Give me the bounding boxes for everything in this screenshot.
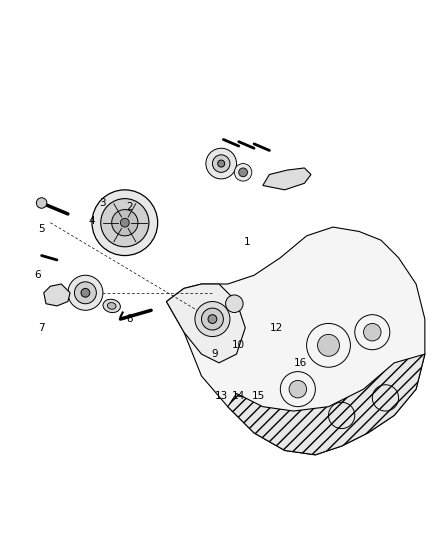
Circle shape bbox=[364, 324, 381, 341]
Circle shape bbox=[195, 302, 230, 336]
Circle shape bbox=[289, 381, 307, 398]
Circle shape bbox=[234, 164, 252, 181]
Circle shape bbox=[112, 209, 138, 236]
Circle shape bbox=[212, 155, 230, 172]
Text: 15: 15 bbox=[252, 391, 265, 401]
Polygon shape bbox=[44, 284, 70, 306]
Text: 8: 8 bbox=[126, 314, 133, 324]
Ellipse shape bbox=[107, 303, 116, 309]
Circle shape bbox=[206, 148, 237, 179]
Ellipse shape bbox=[103, 299, 120, 312]
Circle shape bbox=[120, 219, 129, 227]
Circle shape bbox=[74, 282, 96, 304]
Circle shape bbox=[81, 288, 90, 297]
Text: 13: 13 bbox=[215, 391, 228, 401]
Circle shape bbox=[208, 314, 217, 324]
Circle shape bbox=[226, 295, 243, 312]
Circle shape bbox=[239, 168, 247, 177]
Circle shape bbox=[36, 198, 47, 208]
Text: 4: 4 bbox=[88, 215, 95, 225]
Text: 6: 6 bbox=[34, 270, 41, 280]
Text: 5: 5 bbox=[38, 224, 45, 235]
Circle shape bbox=[318, 334, 339, 356]
Polygon shape bbox=[263, 168, 311, 190]
Circle shape bbox=[201, 308, 223, 330]
Text: 14: 14 bbox=[232, 391, 245, 401]
Polygon shape bbox=[166, 227, 425, 455]
Text: 2: 2 bbox=[126, 203, 133, 212]
Text: 3: 3 bbox=[99, 198, 106, 208]
Circle shape bbox=[92, 190, 158, 255]
Polygon shape bbox=[166, 284, 245, 363]
Text: 1: 1 bbox=[244, 237, 251, 247]
Text: 16: 16 bbox=[293, 358, 307, 368]
Text: 9: 9 bbox=[211, 349, 218, 359]
Circle shape bbox=[101, 199, 149, 247]
Text: 7: 7 bbox=[38, 323, 45, 333]
Polygon shape bbox=[228, 354, 425, 455]
Text: 10: 10 bbox=[232, 341, 245, 350]
Circle shape bbox=[68, 275, 103, 310]
Circle shape bbox=[218, 160, 225, 167]
Text: 12: 12 bbox=[269, 323, 283, 333]
